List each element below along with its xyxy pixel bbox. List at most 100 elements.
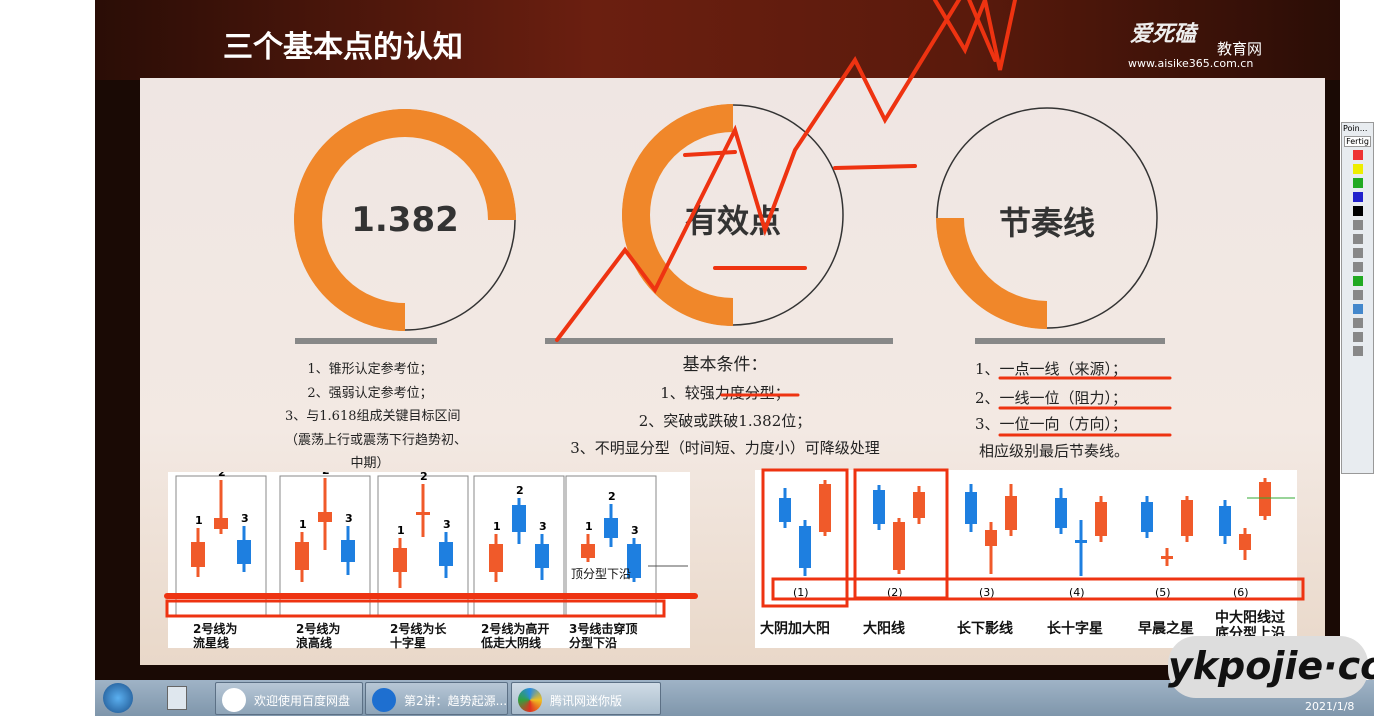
toolbar-tool[interactable] (1353, 220, 1363, 230)
baidu-netdisk-icon (222, 688, 246, 712)
caption: 2号线为高开 低走大阴线 (481, 622, 550, 650)
toolbar-tool[interactable] (1353, 304, 1363, 314)
taskbar-item-baidu[interactable]: 欢迎使用百度网盘 (215, 682, 363, 715)
col2-line: 2、突破或跌破1.382位； (638, 412, 812, 430)
candle-body (779, 498, 791, 522)
toolbar-tool[interactable] (1353, 192, 1363, 202)
toolbar-tool[interactable] (1353, 346, 1363, 356)
candle-body (913, 492, 925, 518)
candle-label: 3 (539, 520, 547, 533)
divider (975, 338, 1165, 344)
candle-label: 1 (493, 520, 501, 533)
taskbar-item-lecture[interactable]: 第2讲：趋势起源... (365, 682, 508, 715)
toolbar-tool[interactable] (1353, 318, 1363, 328)
toolbar-tool[interactable] (1353, 262, 1363, 272)
candle-label: 2 (322, 472, 330, 477)
taskbar-item-tencent[interactable]: 腾讯网迷你版 (511, 682, 661, 715)
caption: 长十字星 (1047, 621, 1103, 637)
col1-line: 1、锥形认定参考位； (307, 362, 433, 377)
candle-body (799, 526, 811, 568)
col3-line: 3、一位一向（方向）； (975, 415, 1128, 433)
candle-body (819, 484, 831, 532)
slide-title: 三个基本点的认知 (223, 30, 463, 65)
candle-body (439, 542, 453, 566)
candle-body (512, 505, 526, 532)
candle-body (1259, 482, 1271, 516)
toolbar-tool[interactable] (1353, 248, 1363, 258)
toolbar-tool[interactable] (1353, 206, 1363, 216)
watermark: ykpojie·com (1168, 636, 1374, 698)
caption: 3号线击穿顶 分型下沿 (569, 622, 638, 650)
caption: 大阳线 (863, 621, 905, 637)
pointofix-toolbar[interactable]: Poin... Fertig (1341, 122, 1374, 474)
candle-body (985, 530, 997, 546)
candle-body (1181, 500, 1193, 536)
logo-sub: 教育网 (1217, 40, 1263, 58)
candle-body (581, 544, 595, 558)
ring-progress-arc (936, 217, 1048, 329)
pen-annotations (164, 0, 1305, 618)
toolbar-tool[interactable] (1353, 290, 1363, 300)
col2-heading: 基本条件： (682, 355, 768, 375)
toolbar-tool[interactable] (1353, 150, 1363, 160)
sogou-icon (372, 688, 396, 712)
candle-body (893, 522, 905, 570)
ring-label-1: 1.382 (351, 200, 459, 240)
toolbar-tool[interactable] (1353, 332, 1363, 342)
divider (295, 338, 437, 344)
caption: 早晨之星 (1138, 621, 1194, 637)
candle-body (535, 544, 549, 568)
ring-progress-arc (622, 104, 734, 326)
clock[interactable]: 2021/1/8 (1305, 700, 1355, 713)
fertig-button[interactable]: Fertig (1344, 136, 1371, 147)
taskbar: 欢迎使用百度网盘 第2讲：趋势起源... 腾讯网迷你版 2021/1/8 (95, 680, 1374, 716)
candle-body (489, 544, 503, 572)
col3-line: 1、一点一线（来源）； (975, 360, 1128, 378)
toolbar-title: Poin... (1343, 124, 1368, 133)
candle-label: 1 (397, 524, 405, 537)
ring-progress-arc (294, 109, 516, 331)
candle-label: 2 (516, 484, 524, 497)
candle-label: 3 (241, 512, 249, 525)
candle-body (318, 512, 332, 522)
toolbar-tool[interactable] (1353, 164, 1363, 174)
candle-label: 3 (443, 518, 451, 531)
candle-body (1095, 502, 1107, 536)
col1-line: 中期） (350, 456, 390, 471)
calculator-icon[interactable] (167, 686, 187, 710)
start-button[interactable] (103, 683, 133, 713)
caption: 长下影线 (957, 621, 1013, 637)
tencent-icon (518, 688, 542, 712)
right-candle-chart: (1) (2) (3) (4) (5) (6) 大阴加大阳 大阳线 长下影线 长十字星 早… (755, 470, 1297, 648)
candle-body (393, 548, 407, 572)
col1-line: 2、强弱认定参考位； (307, 386, 433, 401)
candle-body (965, 492, 977, 524)
candle-body (214, 518, 228, 529)
slide-header (95, 0, 1340, 80)
divider (545, 338, 893, 344)
candle-body (1005, 496, 1017, 530)
pattern-number: (1) (793, 586, 809, 599)
toolbar-tool[interactable] (1353, 178, 1363, 188)
pattern-number: (4) (1069, 586, 1085, 599)
rings (294, 104, 1158, 331)
toolbar-tool[interactable] (1353, 234, 1363, 244)
col1-line: 3、与1.618组成关键目标区间 (285, 409, 461, 424)
pattern-number: (3) (979, 586, 995, 599)
col3-line: 相应级别最后节奏线。 (979, 442, 1130, 460)
candle-body (1219, 506, 1231, 536)
pattern-number: (5) (1155, 586, 1171, 599)
pattern-number: (2) (887, 586, 903, 599)
candle-body (237, 540, 251, 564)
candle-body (341, 540, 355, 562)
candle-label: 1 (195, 514, 203, 527)
candle-label: 1 (299, 518, 307, 531)
ring-label-3: 节奏线 (998, 204, 1095, 242)
annotation-zigzag (933, 0, 1017, 71)
toolbar-tool[interactable] (1353, 276, 1363, 286)
logo-url: www.aisike365.com.cn (1128, 57, 1254, 70)
pattern-number: (6) (1233, 586, 1249, 599)
candle-body (873, 490, 885, 524)
caption: 2号线为 流星线 (193, 622, 238, 650)
candle-body (1239, 534, 1251, 550)
